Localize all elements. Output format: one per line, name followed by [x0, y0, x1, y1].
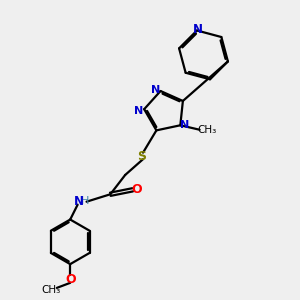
Text: S: S	[137, 150, 146, 163]
Text: CH₃: CH₃	[197, 125, 217, 135]
Text: O: O	[65, 273, 76, 286]
Text: N: N	[151, 85, 160, 94]
Text: N: N	[180, 120, 189, 130]
Text: N: N	[74, 195, 83, 208]
Text: N: N	[193, 23, 203, 36]
Text: N: N	[134, 106, 143, 116]
Text: CH₃: CH₃	[41, 285, 61, 295]
Text: O: O	[132, 183, 142, 196]
Text: H: H	[81, 196, 89, 206]
